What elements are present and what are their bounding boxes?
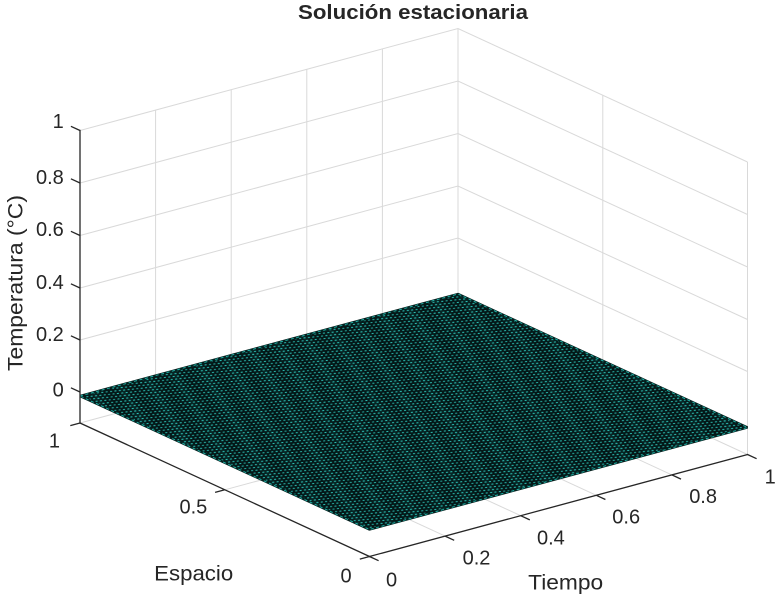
svg-text:0.8: 0.8 — [36, 167, 64, 189]
svg-text:0.4: 0.4 — [537, 528, 565, 550]
svg-text:0.2: 0.2 — [463, 548, 491, 570]
svg-text:0.8: 0.8 — [689, 486, 717, 508]
svg-text:0: 0 — [53, 380, 64, 402]
svg-text:0.6: 0.6 — [36, 219, 64, 241]
svg-text:0: 0 — [386, 569, 397, 591]
svg-text:Tiempo: Tiempo — [528, 572, 603, 595]
svg-text:1: 1 — [53, 111, 64, 133]
svg-text:0.2: 0.2 — [36, 324, 64, 346]
svg-text:0: 0 — [340, 566, 351, 588]
svg-text:Solución estacionaria: Solución estacionaria — [298, 2, 529, 24]
svg-text:0.5: 0.5 — [179, 497, 207, 519]
svg-text:1: 1 — [49, 431, 60, 453]
svg-text:0.6: 0.6 — [612, 506, 640, 528]
svg-text:Temperatura (°C): Temperatura (°C) — [5, 195, 28, 371]
svg-text:Espacio: Espacio — [154, 563, 233, 586]
svg-text:0.4: 0.4 — [36, 272, 64, 294]
svg-text:1: 1 — [765, 466, 776, 488]
